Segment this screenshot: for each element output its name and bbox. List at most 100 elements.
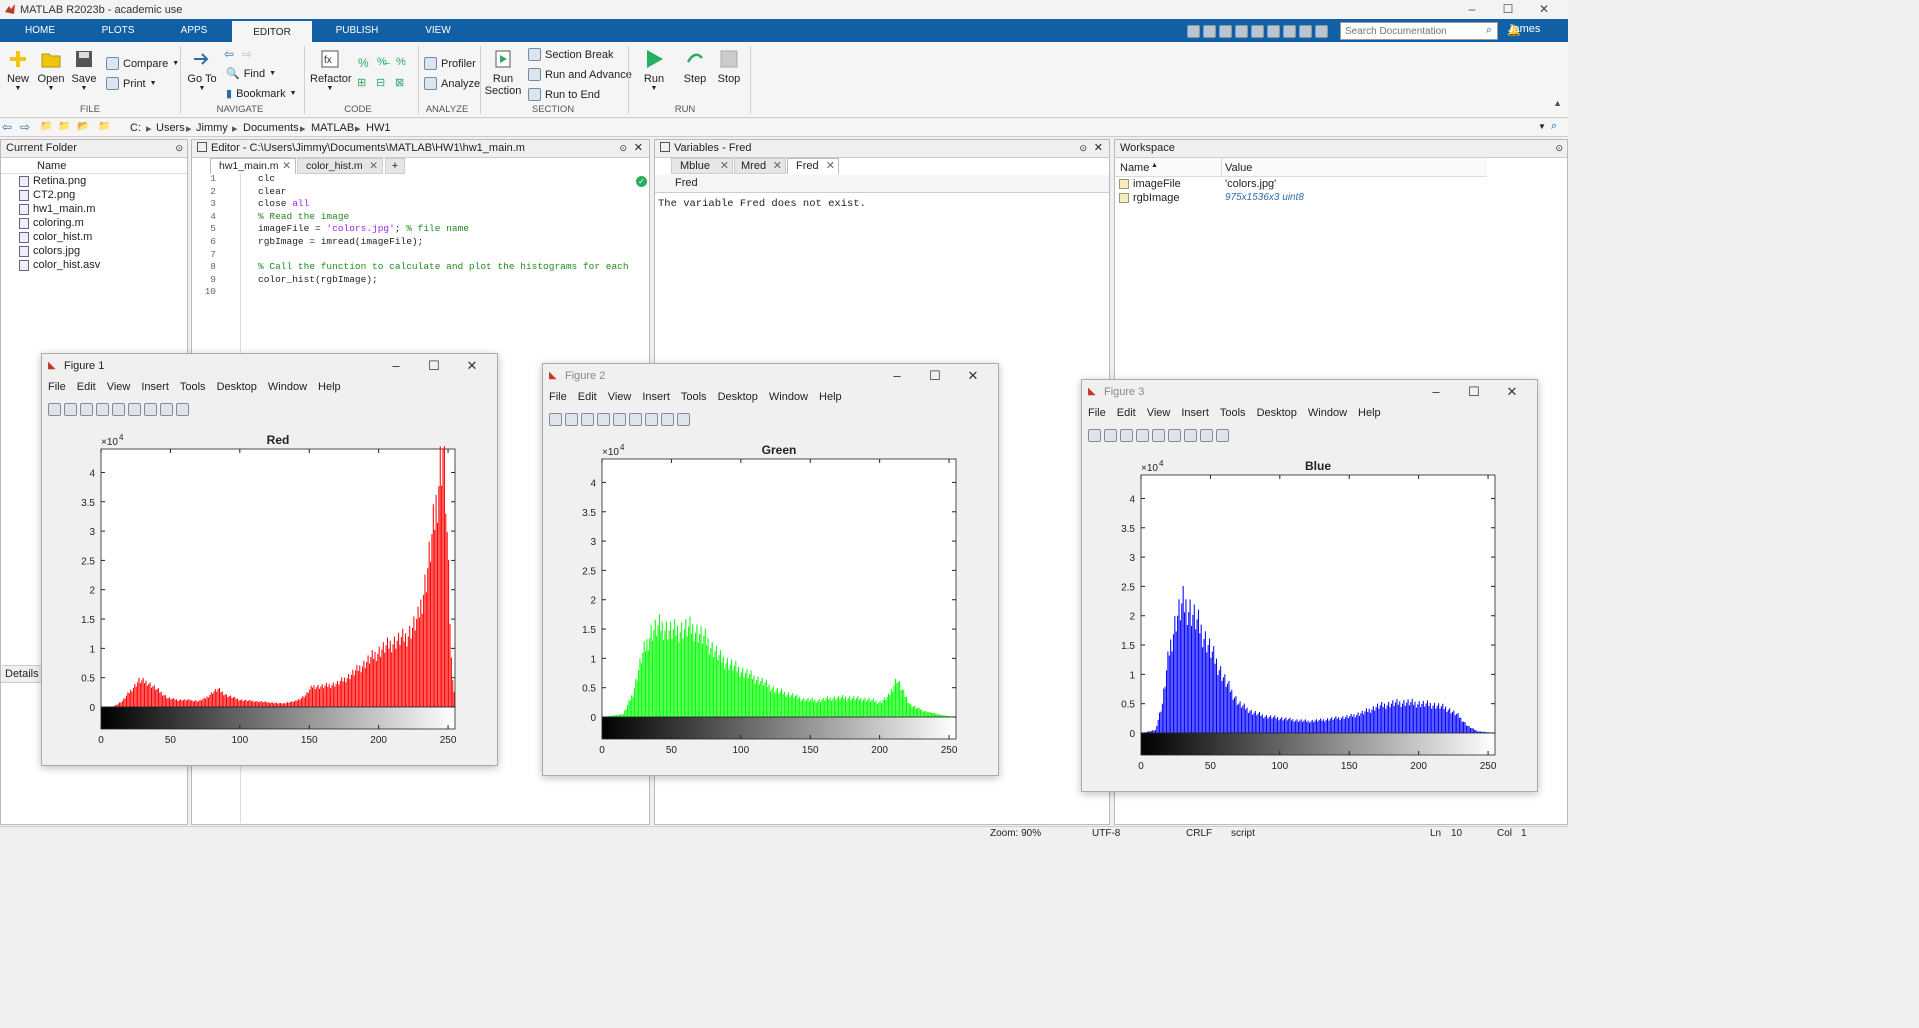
tab-fred[interactable]: Fred ✕	[787, 158, 839, 174]
tab-plots[interactable]: PLOTS	[101, 25, 135, 36]
up-folder-icon[interactable]: 📁	[40, 121, 53, 132]
switch-windows-icon[interactable]	[1283, 24, 1296, 38]
breadcrumb-matlab[interactable]: MATLAB	[311, 122, 355, 134]
tab-view[interactable]: VIEW	[425, 25, 451, 36]
menu-edit[interactable]: Edit	[577, 391, 597, 403]
link-icon[interactable]	[112, 403, 125, 416]
smart-indent-icon[interactable]: ⊞	[357, 77, 367, 89]
legend-icon[interactable]	[1184, 429, 1197, 442]
search-folder-icon[interactable]: ⌕	[1551, 120, 1558, 132]
undo-icon[interactable]	[1251, 24, 1264, 38]
file-ct2[interactable]: CT2.png	[19, 189, 75, 201]
file-coloring[interactable]: coloring.m	[19, 217, 84, 229]
file-colors-jpg[interactable]: colors.jpg	[19, 245, 80, 257]
panel-menu-icon[interactable]: ⊙	[1555, 143, 1563, 153]
menu-file[interactable]: File	[549, 391, 567, 403]
cut-icon[interactable]	[1203, 24, 1216, 38]
code-area[interactable]: clc clear close all% Read the image imageFi…	[258, 173, 629, 285]
menu-file[interactable]: File	[1088, 407, 1106, 419]
open-button[interactable]: Open ▼	[36, 48, 66, 92]
browse-folder-icon[interactable]: 📂	[77, 121, 90, 132]
breadcrumb-hw1[interactable]: HW1	[366, 122, 391, 134]
menu-view[interactable]: View	[1146, 407, 1171, 419]
close-tab-icon[interactable]: ✕	[825, 160, 835, 172]
menu-help[interactable]: Help	[1358, 407, 1381, 419]
property-icon[interactable]	[677, 413, 690, 426]
close-icon[interactable]: ✕	[967, 368, 979, 383]
legend-icon[interactable]	[645, 413, 658, 426]
minimize-icon[interactable]: –	[893, 368, 901, 383]
new-figure-icon[interactable]	[1088, 429, 1101, 442]
save-icon[interactable]	[1187, 24, 1200, 38]
breadcrumb-users[interactable]: Users	[156, 122, 185, 134]
new-figure-icon[interactable]	[48, 403, 61, 416]
minimize-icon[interactable]: –	[1468, 2, 1476, 16]
col-name[interactable]: Name	[1120, 162, 1150, 174]
minimize-icon[interactable]: –	[392, 358, 400, 373]
tab-editor[interactable]: EDITOR	[232, 21, 312, 42]
colorbar-icon[interactable]	[128, 403, 141, 416]
tab-hw1-main[interactable]: hw1_main.m ✕	[210, 158, 296, 174]
menu-window[interactable]: Window	[768, 391, 809, 403]
minimize-icon[interactable]: –	[1432, 384, 1440, 399]
new-tab-plus-icon[interactable]: +	[385, 158, 405, 174]
close-icon[interactable]: ✕	[1506, 384, 1518, 399]
run-and-advance-button[interactable]: Run and Advance	[528, 68, 632, 81]
forward-icon[interactable]: ⇨	[20, 120, 31, 134]
pointer-icon[interactable]	[1200, 429, 1213, 442]
menu-help[interactable]: Help	[819, 391, 842, 403]
close-tab-icon[interactable]: ✕	[772, 160, 782, 172]
workspace-row[interactable]: imageFile	[1119, 178, 1181, 190]
close-icon[interactable]: ✕	[466, 358, 478, 373]
print-icon[interactable]	[96, 403, 109, 416]
legend-icon[interactable]	[144, 403, 157, 416]
settings-icon[interactable]	[1315, 24, 1328, 38]
name-column-header[interactable]: Name	[1, 158, 187, 174]
open-icon[interactable]	[1104, 429, 1117, 442]
menu-tools[interactable]: Tools	[179, 381, 206, 393]
open-icon[interactable]	[64, 403, 77, 416]
pointer-icon[interactable]	[661, 413, 674, 426]
decrease-indent-icon[interactable]: ⊟	[376, 77, 386, 89]
redo-icon[interactable]	[1267, 24, 1280, 38]
workspace-row[interactable]: rgbImage	[1119, 192, 1179, 204]
run-section-button[interactable]: Run Section	[484, 48, 522, 97]
menu-insert[interactable]: Insert	[642, 391, 670, 403]
close-tab-icon[interactable]: ✕	[369, 160, 378, 172]
section-break-button[interactable]: Section Break	[528, 48, 613, 61]
panel-menu-icon[interactable]: ⊙	[1079, 143, 1087, 153]
tab-mred[interactable]: Mred ✕	[734, 158, 786, 174]
forward-arrow-icon[interactable]: ⇨	[242, 47, 253, 61]
bookmark-button[interactable]: ▮ Bookmark ▼	[226, 87, 297, 101]
menu-desktop[interactable]: Desktop	[1256, 407, 1297, 419]
bell-icon[interactable]: 🔔	[1507, 25, 1521, 37]
copy-icon[interactable]	[1219, 24, 1232, 38]
close-tab-icon[interactable]: ✕	[719, 160, 729, 172]
stop-button[interactable]: Stop	[713, 48, 745, 85]
print-button[interactable]: Print ▼	[106, 77, 157, 90]
col-value[interactable]: Value	[1225, 162, 1253, 174]
link-icon[interactable]	[1152, 429, 1165, 442]
open-icon[interactable]	[565, 413, 578, 426]
back-icon[interactable]: ⇦	[2, 120, 13, 134]
breadcrumb-c[interactable]: C:	[130, 122, 141, 134]
menu-edit[interactable]: Edit	[76, 381, 96, 393]
profiler-button[interactable]: Profiler	[424, 57, 476, 70]
menu-view[interactable]: View	[607, 391, 632, 403]
uncomment-icon[interactable]: %̶	[377, 56, 387, 68]
menu-help[interactable]: Help	[318, 381, 341, 393]
file-retina[interactable]: Retina.png	[19, 175, 86, 187]
compare-button[interactable]: Compare ▼	[106, 57, 179, 70]
panel-menu-icon[interactable]: ⊙	[619, 143, 627, 153]
chevron-down-icon[interactable]: ▼	[1538, 122, 1546, 131]
user-account[interactable]: James	[1508, 23, 1541, 35]
run-to-end-button[interactable]: Run to End	[528, 88, 600, 101]
tab-color-hist[interactable]: color_hist.m ✕	[297, 158, 383, 174]
menu-insert[interactable]: Insert	[1181, 407, 1209, 419]
step-button[interactable]: Step	[679, 48, 711, 85]
close-tab-icon[interactable]: ✕	[282, 160, 291, 172]
root-folder-icon[interactable]: 📁	[58, 121, 71, 132]
menu-window[interactable]: Window	[1307, 407, 1348, 419]
